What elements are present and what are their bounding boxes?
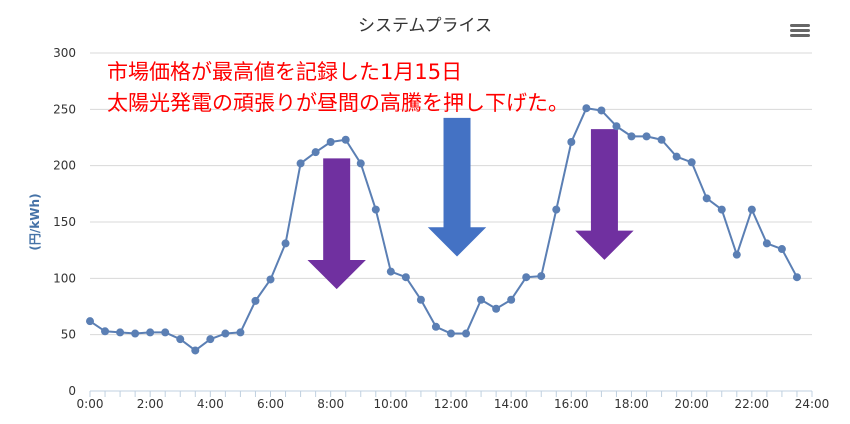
data-point[interactable] — [612, 122, 621, 131]
data-point[interactable] — [416, 295, 425, 304]
data-point[interactable] — [762, 239, 771, 248]
data-point[interactable] — [146, 328, 155, 337]
data-point[interactable] — [642, 132, 651, 141]
data-point[interactable] — [266, 275, 275, 284]
y-tick-label: 100 — [53, 271, 76, 285]
x-tick-label: 14:00 — [494, 397, 529, 411]
y-tick-label: 200 — [53, 159, 76, 173]
data-point[interactable] — [386, 267, 395, 276]
data-point[interactable] — [326, 138, 335, 147]
data-point[interactable] — [462, 329, 471, 338]
x-tick-label: 4:00 — [197, 397, 224, 411]
data-point[interactable] — [401, 273, 410, 282]
x-tick-label: 18:00 — [614, 397, 649, 411]
data-point[interactable] — [116, 328, 125, 337]
down-arrow-2 — [427, 117, 487, 257]
data-point[interactable] — [567, 138, 576, 147]
data-point[interactable] — [371, 205, 380, 214]
data-point[interactable] — [552, 205, 561, 214]
y-tick-label: 250 — [53, 102, 76, 116]
data-point[interactable] — [176, 335, 185, 344]
data-point[interactable] — [101, 327, 110, 336]
data-point[interactable] — [492, 304, 501, 313]
series-group — [86, 104, 801, 355]
data-point[interactable] — [356, 159, 365, 168]
annotation-line-2: 太陽光発電の頑張りが昼間の高騰を押し下げた。 — [107, 91, 569, 115]
data-point[interactable] — [732, 250, 741, 259]
data-point[interactable] — [281, 239, 290, 248]
data-point[interactable] — [447, 329, 455, 338]
data-point[interactable] — [296, 159, 305, 168]
x-tick-label: 6:00 — [257, 397, 284, 411]
x-tick-label: 24:00 — [795, 397, 830, 411]
data-point[interactable] — [747, 205, 756, 214]
y-tick-label: 300 — [53, 46, 76, 60]
x-tick-label: 12:00 — [434, 397, 469, 411]
down-arrow-1 — [307, 158, 366, 290]
x-tick-label: 0:00 — [77, 397, 104, 411]
data-point[interactable] — [431, 322, 440, 331]
data-point[interactable] — [522, 273, 531, 282]
data-point[interactable] — [687, 158, 696, 167]
x-tick-label: 10:00 — [374, 397, 409, 411]
data-point[interactable] — [792, 273, 801, 282]
data-point[interactable] — [777, 245, 786, 254]
data-point[interactable] — [507, 295, 516, 304]
data-point[interactable] — [657, 135, 666, 144]
chart-menu-button[interactable] — [788, 20, 812, 40]
hamburger-menu-icon — [790, 24, 810, 37]
data-point[interactable] — [191, 346, 200, 355]
data-point[interactable] — [627, 132, 636, 141]
data-point[interactable] — [251, 296, 260, 305]
data-point[interactable] — [477, 295, 486, 304]
down-arrow-3 — [575, 129, 634, 260]
x-tick-label: 8:00 — [317, 397, 344, 411]
data-point[interactable] — [341, 135, 350, 144]
data-point[interactable] — [236, 328, 245, 337]
data-point[interactable] — [672, 152, 681, 161]
data-point[interactable] — [86, 317, 94, 326]
x-axis: 0:00 2:00 4:00 6:00 8:00 10:00 12:00 14:00 16:00… — [77, 390, 830, 411]
data-point[interactable] — [597, 106, 606, 115]
annotation-line-1: 市場価格が最高値を記録した1月15日 — [107, 60, 462, 84]
y-tick-label: 50 — [61, 328, 76, 342]
data-point[interactable] — [702, 194, 711, 203]
data-point[interactable] — [717, 205, 726, 214]
data-point[interactable] — [537, 272, 546, 281]
data-point[interactable] — [131, 329, 140, 338]
y-tick-label: 0 — [68, 384, 76, 398]
annotation-arrows — [307, 117, 634, 290]
data-point[interactable] — [206, 335, 215, 344]
x-tick-label: 2:00 — [137, 397, 164, 411]
chart-title: システムプライス — [358, 16, 492, 36]
data-point[interactable] — [311, 148, 320, 157]
y-axis-ticks: 0 50 100 150 200 250 300 — [53, 46, 76, 398]
x-tick-label: 20:00 — [674, 397, 709, 411]
data-point[interactable] — [582, 104, 591, 113]
x-tick-label: 16:00 — [554, 397, 589, 411]
y-axis-label: (円/kWh) — [28, 193, 42, 250]
data-point[interactable] — [221, 329, 230, 338]
y-tick-label: 150 — [53, 215, 76, 229]
data-point[interactable] — [161, 328, 170, 337]
x-tick-label: 22:00 — [735, 397, 770, 411]
